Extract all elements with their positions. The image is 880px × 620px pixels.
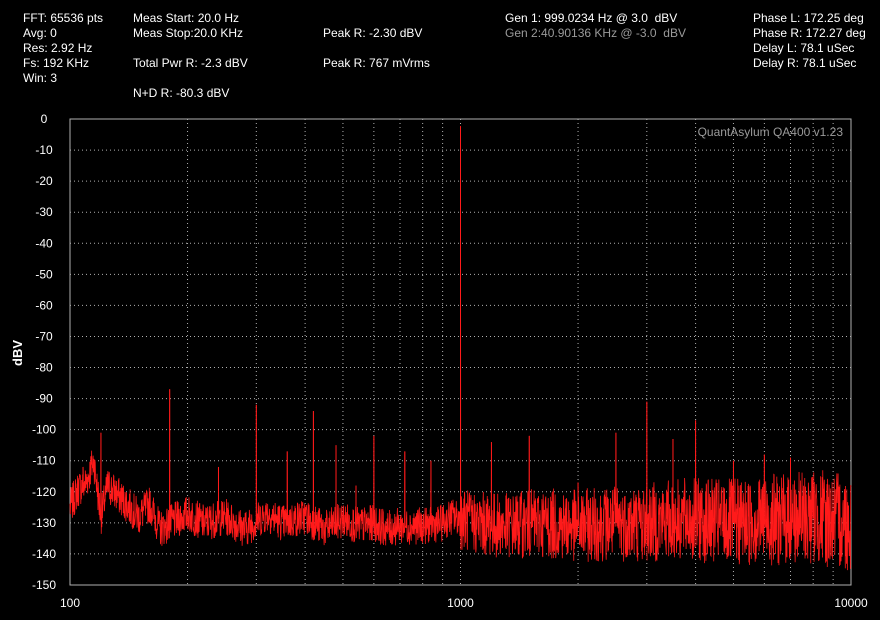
phase-right-readout: Phase R: 172.27 deg xyxy=(753,26,866,40)
y-tick-labels: 0 -10 -20 -30 -40 -50 -60 -70 -80 -90 -100 -110 -120… xyxy=(32,112,56,592)
window-readout: Win: 3 xyxy=(23,71,58,85)
y-tick-label: -60 xyxy=(35,298,53,312)
spectrum-series xyxy=(69,126,852,571)
generator-1-readout: Gen 1: 999.0234 Hz @ 3.0 dBV xyxy=(505,11,678,25)
fft-size-readout: FFT: 65536 pts xyxy=(23,11,104,25)
y-tick-label: -90 xyxy=(35,392,53,406)
y-tick-label: -150 xyxy=(32,578,56,592)
y-tick-label: -70 xyxy=(35,329,53,343)
generator-2-readout: Gen 2:40.90136 KHz @ -3.0 dBV xyxy=(505,26,686,40)
y-tick-label: -80 xyxy=(35,361,53,375)
y-tick-label: -110 xyxy=(32,454,55,468)
x-tick-label: 10000 xyxy=(834,596,868,610)
delay-right-readout: Delay R: 78.1 uSec xyxy=(753,56,857,70)
phase-left-readout: Phase L: 172.25 deg xyxy=(753,11,864,25)
meas-start-readout: Meas Start: 20.0 Hz xyxy=(133,11,240,25)
x-tick-label: 1000 xyxy=(447,596,474,610)
total-power-readout: Total Pwr R: -2.3 dBV xyxy=(133,56,248,70)
y-tick-label: -40 xyxy=(35,236,53,250)
y-tick-label: -50 xyxy=(35,267,53,281)
x-tick-labels: 100 1000 10000 xyxy=(60,596,868,610)
resolution-readout: Res: 2.92 Hz xyxy=(23,41,93,55)
peak-dbv-readout: Peak R: -2.30 dBV xyxy=(323,26,423,40)
y-tick-label: -140 xyxy=(32,547,56,561)
spectrum-trace xyxy=(69,126,852,571)
y-tick-label: -10 xyxy=(35,143,53,157)
sample-rate-readout: Fs: 192 KHz xyxy=(23,56,90,70)
plot-frame xyxy=(69,118,852,586)
y-tick-label: -20 xyxy=(35,174,53,188)
averages-readout: Avg: 0 xyxy=(23,26,57,40)
y-tick-label: -100 xyxy=(32,423,56,437)
peak-mvrms-readout: Peak R: 767 mVrms xyxy=(323,56,430,70)
meas-stop-readout: Meas Stop:20.0 KHz xyxy=(133,26,244,40)
delay-left-readout: Delay L: 78.1 uSec xyxy=(753,41,855,55)
noise-distortion-readout: N+D R: -80.3 dBV xyxy=(133,86,230,100)
y-axis-label: dBV xyxy=(10,340,25,366)
y-tick-label: -130 xyxy=(32,516,56,530)
y-tick-label: -30 xyxy=(35,205,53,219)
y-tick-label: -120 xyxy=(32,485,56,499)
y-tick-label: 0 xyxy=(41,112,48,126)
x-tick-label: 100 xyxy=(60,596,80,610)
watermark: QuantAsylum QA400 v1.23 xyxy=(698,125,844,139)
